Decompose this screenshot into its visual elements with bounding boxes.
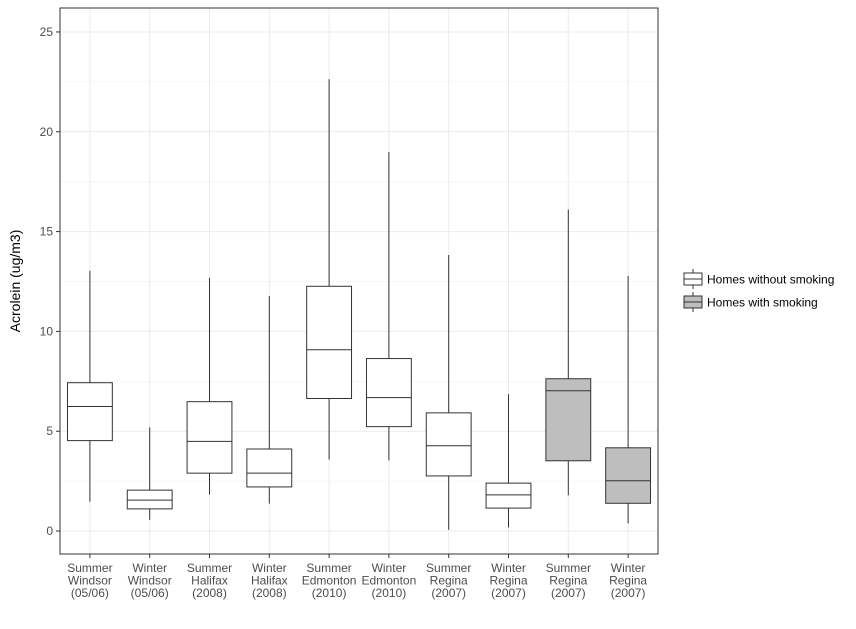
x-tick-label: Regina <box>489 574 527 588</box>
x-tick-label: Windsor <box>68 574 112 588</box>
box <box>485 482 532 509</box>
x-tick-label: Winter <box>132 561 167 575</box>
box <box>126 489 173 510</box>
legend-label: Homes with smoking <box>707 296 818 310</box>
x-tick-label: (2010) <box>372 586 407 600</box>
x-tick-label: (2008) <box>252 586 287 600</box>
x-tick-label: (2007) <box>611 586 646 600</box>
x-tick-label: Summer <box>187 561 232 575</box>
x-tick-label: Halifax <box>251 574 288 588</box>
x-tick-label: (05/06) <box>71 586 109 600</box>
x-tick-label: (2010) <box>312 586 347 600</box>
x-tick-label: Windsor <box>128 574 172 588</box>
y-tick-label: 25 <box>40 25 54 39</box>
legend-label: Homes without smoking <box>707 273 834 287</box>
y-tick-label: 5 <box>46 424 53 438</box>
y-tick-label: 20 <box>40 125 54 139</box>
box <box>365 358 412 428</box>
x-tick-label: (2008) <box>192 586 227 600</box>
x-tick-label: Summer <box>546 561 591 575</box>
x-tick-label: (05/06) <box>131 586 169 600</box>
box <box>186 401 233 474</box>
y-tick-label: 10 <box>40 324 54 338</box>
x-tick-label: Edmonton <box>362 574 417 588</box>
x-tick-label: Summer <box>67 561 112 575</box>
x-tick-label: Summer <box>306 561 351 575</box>
x-tick-label: (2007) <box>491 586 526 600</box>
box <box>66 382 113 442</box>
x-tick-label: Winter <box>611 561 646 575</box>
x-tick-label: Winter <box>372 561 407 575</box>
x-tick-label: (2007) <box>551 586 586 600</box>
x-tick-label: Regina <box>609 574 647 588</box>
box <box>545 378 592 462</box>
box <box>605 447 652 504</box>
y-tick-label: 0 <box>46 524 53 538</box>
box <box>425 412 472 477</box>
box <box>246 448 293 488</box>
y-axis-label: Acrolein (ug/m3) <box>7 230 23 333</box>
box <box>306 285 353 399</box>
x-tick-label: Winter <box>252 561 287 575</box>
panel-border <box>59 7 659 555</box>
x-tick-label: Edmonton <box>302 574 357 588</box>
x-tick-label: Regina <box>430 574 468 588</box>
x-tick-label: Summer <box>426 561 471 575</box>
x-tick-label: Winter <box>491 561 526 575</box>
y-tick-label: 15 <box>40 225 54 239</box>
x-tick-label: (2007) <box>431 586 466 600</box>
x-tick-label: Halifax <box>191 574 228 588</box>
x-tick-label: Regina <box>549 574 587 588</box>
